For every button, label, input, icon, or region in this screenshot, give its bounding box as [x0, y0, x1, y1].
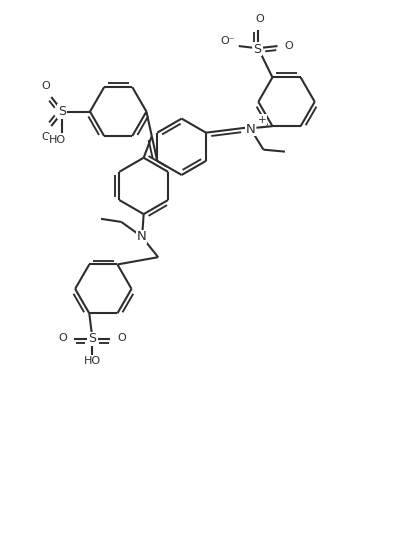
Text: S: S: [58, 105, 66, 118]
Text: S: S: [88, 332, 96, 345]
Text: O⁻: O⁻: [220, 36, 235, 47]
Text: O: O: [42, 81, 51, 91]
Text: O: O: [59, 333, 67, 343]
Text: O: O: [42, 132, 51, 142]
Text: +: +: [257, 115, 266, 124]
Text: HO: HO: [49, 135, 66, 145]
Text: HO: HO: [84, 356, 101, 367]
Text: N: N: [137, 230, 147, 243]
Text: O: O: [285, 41, 293, 51]
Text: O: O: [118, 333, 126, 343]
Text: S: S: [253, 43, 262, 56]
Text: N: N: [246, 123, 256, 136]
Text: O: O: [255, 14, 264, 24]
